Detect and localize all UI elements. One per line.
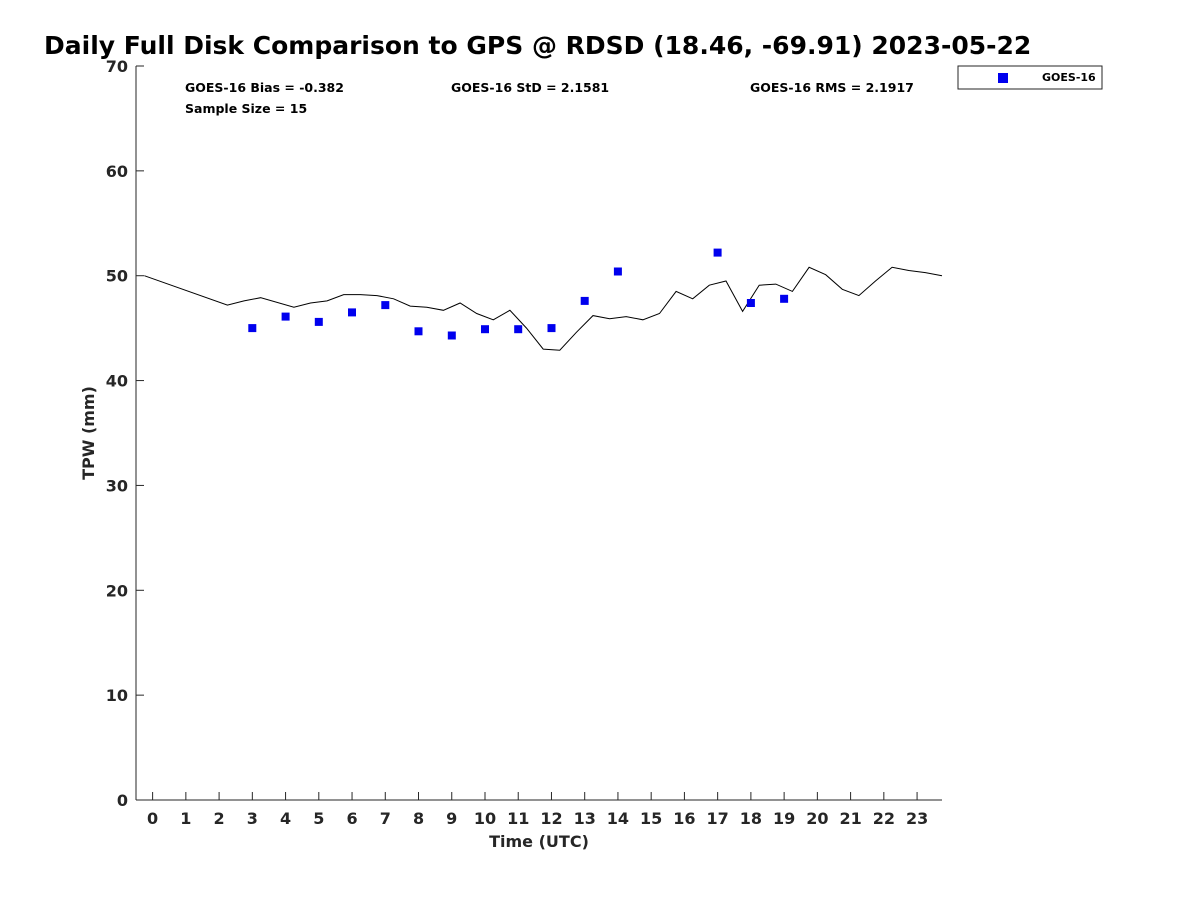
x-tick-label: 12 bbox=[540, 809, 562, 828]
gps-tpw-line bbox=[144, 266, 943, 351]
y-tick-label: 20 bbox=[106, 581, 128, 600]
goes16-data-point bbox=[481, 325, 489, 334]
x-tick-label: 19 bbox=[773, 809, 795, 828]
y-tick-label: 10 bbox=[106, 686, 128, 705]
goes16-data-point bbox=[348, 308, 356, 317]
x-tick-label: 21 bbox=[839, 809, 861, 828]
y-tick-label: 70 bbox=[106, 57, 128, 76]
legend-marker-goes16 bbox=[998, 73, 1008, 83]
goes16-data-point bbox=[746, 299, 755, 307]
x-tick-label: 18 bbox=[740, 809, 762, 828]
x-tick-label: 13 bbox=[574, 809, 596, 828]
x-tick-label: 14 bbox=[607, 809, 629, 828]
x-tick-label: 22 bbox=[873, 809, 895, 828]
y-tick-label: 40 bbox=[106, 372, 128, 391]
goes16-data-point bbox=[281, 312, 290, 321]
goes16-data-point bbox=[514, 325, 523, 334]
rms-stat: GOES-16 RMS = 2.1917 bbox=[750, 80, 914, 95]
x-tick-label: 11 bbox=[507, 809, 529, 828]
y-axis-ticks: 0 10 20 30 40 50 60 70 bbox=[106, 57, 144, 810]
goes16-data-point bbox=[248, 324, 257, 333]
x-tick-label: 20 bbox=[806, 809, 828, 828]
sample-size-stat: Sample Size = 15 bbox=[185, 101, 307, 116]
x-tick-label: 6 bbox=[346, 809, 357, 828]
legend: GOES-16 bbox=[957, 65, 1103, 90]
x-tick-label: 0 bbox=[147, 809, 158, 828]
x-tick-label: 2 bbox=[214, 809, 225, 828]
goes16-data-point bbox=[447, 331, 456, 340]
goes16-data-point bbox=[414, 327, 423, 336]
bias-stat: GOES-16 Bias = -0.382 bbox=[185, 80, 344, 95]
x-tick-label: 17 bbox=[707, 809, 729, 828]
x-tick-label: 1 bbox=[180, 809, 191, 828]
legend-label-goes16: GOES-16 bbox=[1042, 71, 1096, 84]
x-tick-label: 8 bbox=[413, 809, 424, 828]
goes16-data-point bbox=[613, 267, 622, 276]
plot-frame bbox=[135, 66, 942, 801]
goes16-data-point bbox=[780, 294, 789, 303]
goes16-data-point bbox=[547, 324, 556, 333]
goes16-data-point bbox=[381, 301, 390, 310]
x-tick-label: 5 bbox=[313, 809, 324, 828]
x-axis-ticks: 0 1 2 3 4 5 6 7 8 9 10 11 12 13 14 15 16 17 18 19 20 21 22 23 bbox=[147, 792, 928, 828]
x-tick-label: 4 bbox=[280, 809, 291, 828]
goes16-data-point bbox=[314, 317, 323, 326]
x-tick-label: 15 bbox=[640, 809, 662, 828]
goes16-data-point bbox=[713, 248, 722, 257]
std-stat: GOES-16 StD = 2.1581 bbox=[451, 80, 609, 95]
x-tick-label: 7 bbox=[380, 809, 391, 828]
x-tick-label: 10 bbox=[474, 809, 496, 828]
y-tick-label: 60 bbox=[106, 162, 128, 181]
y-tick-label: 30 bbox=[106, 476, 128, 495]
x-tick-label: 9 bbox=[446, 809, 457, 828]
x-tick-label: 16 bbox=[673, 809, 695, 828]
x-tick-label: 3 bbox=[247, 809, 258, 828]
legend-box bbox=[957, 65, 1103, 90]
goes16-data-point bbox=[580, 296, 589, 305]
y-axis-label: TPW (mm) bbox=[79, 386, 98, 480]
goes16-scatter-series bbox=[248, 248, 789, 340]
x-tick-label: 23 bbox=[906, 809, 928, 828]
y-tick-label: 50 bbox=[106, 267, 128, 286]
y-tick-label: 0 bbox=[117, 791, 128, 810]
x-axis-label: Time (UTC) bbox=[489, 832, 589, 851]
chart-title: Daily Full Disk Comparison to GPS @ RDSD… bbox=[44, 31, 1031, 60]
gps-line-series bbox=[144, 266, 943, 351]
